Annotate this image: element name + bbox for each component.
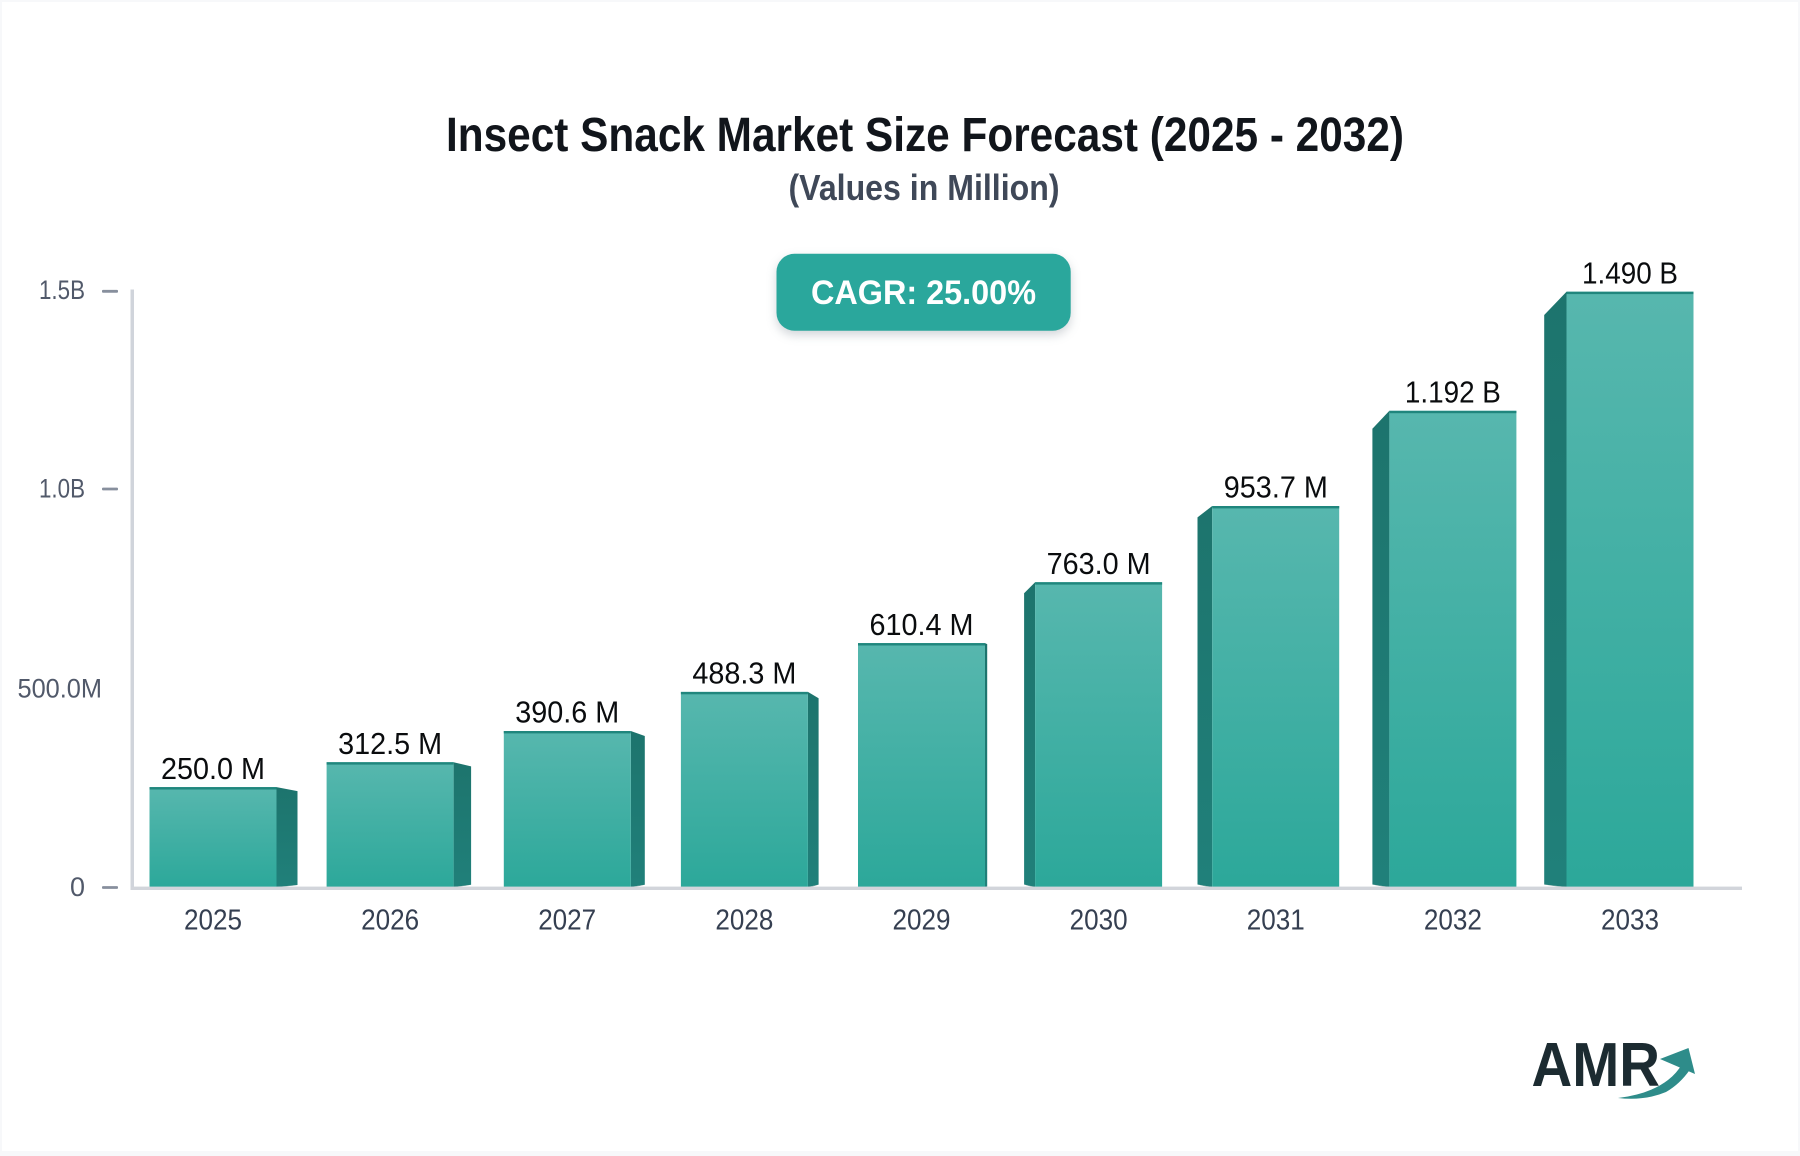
svg-text:390.6 M: 390.6 M (515, 695, 619, 730)
svg-text:2032: 2032 (1424, 904, 1482, 936)
svg-text:312.5 M: 312.5 M (338, 726, 442, 761)
svg-text:2027: 2027 (538, 904, 596, 936)
svg-text:1.490 B: 1.490 B (1582, 255, 1678, 290)
svg-text:1.0B: 1.0B (39, 473, 85, 503)
svg-text:1.192 B: 1.192 B (1405, 375, 1501, 410)
svg-text:953.7 M: 953.7 M (1224, 470, 1328, 505)
svg-text:763.0 M: 763.0 M (1047, 546, 1151, 581)
svg-text:2030: 2030 (1070, 904, 1128, 936)
svg-text:2029: 2029 (893, 904, 951, 936)
svg-text:2031: 2031 (1247, 904, 1305, 936)
svg-text:0: 0 (70, 872, 85, 902)
svg-text:AMR: AMR (1532, 1031, 1661, 1100)
svg-text:2025: 2025 (184, 904, 242, 936)
svg-text:2033: 2033 (1601, 904, 1659, 936)
svg-text:Insect Snack Market Size Forec: Insect Snack Market Size Forecast (2025 … (446, 109, 1404, 162)
svg-text:2028: 2028 (715, 904, 773, 936)
svg-text:610.4 M: 610.4 M (870, 607, 974, 642)
svg-text:(Values in Million): (Values in Million) (789, 167, 1060, 208)
svg-text:1.5B: 1.5B (39, 275, 85, 305)
svg-text:CAGR: 25.00%: CAGR: 25.00% (811, 274, 1036, 312)
svg-text:2026: 2026 (361, 904, 419, 936)
svg-text:500.0M: 500.0M (18, 674, 103, 704)
svg-text:488.3 M: 488.3 M (692, 656, 796, 691)
svg-text:250.0 M: 250.0 M (161, 751, 265, 786)
